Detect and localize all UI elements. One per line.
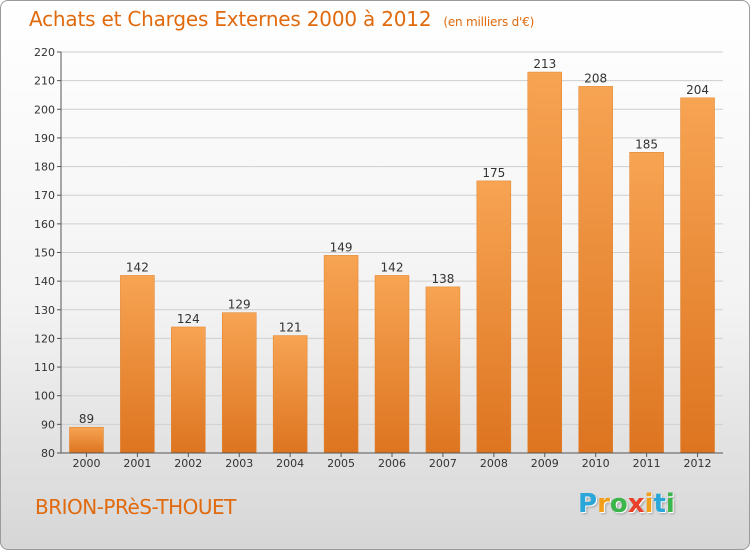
logo-letter: i: [644, 489, 654, 519]
value-label: 213: [533, 57, 556, 71]
y-tick-label: 180: [34, 161, 55, 174]
y-tick-label: 220: [34, 46, 55, 59]
y-tick-label: 190: [34, 132, 55, 145]
x-tick-label: 2002: [174, 457, 202, 470]
x-axis: 2000 2001 2002 2003 2004 2005 2006 2007 2008 2009…: [61, 452, 723, 470]
bar: [120, 275, 155, 454]
x-tick-label: 2009: [531, 457, 559, 470]
y-tick-label: 170: [34, 189, 55, 202]
logo-letter: o: [609, 489, 628, 519]
y-tick-label: 140: [34, 275, 55, 288]
value-labels: 89 142 124 129 121 149 142 138 175 213 208 185 204: [79, 57, 709, 426]
y-tick-label: 200: [34, 103, 55, 116]
y-tick-label: 90: [41, 418, 55, 431]
value-label: 142: [126, 260, 149, 274]
value-label: 124: [177, 312, 200, 326]
x-tick-label: 2000: [72, 457, 100, 470]
bar: [527, 71, 563, 454]
value-label: 208: [584, 71, 607, 85]
bar: [578, 86, 613, 454]
x-tick-label: 2007: [429, 457, 457, 470]
logo-letter: t: [653, 489, 666, 519]
title-text: Achats et Charges Externes 2000 à 2012: [29, 7, 432, 31]
value-label: 175: [482, 166, 505, 180]
x-tick-label: 2005: [327, 457, 355, 470]
y-tick-label: 130: [34, 304, 55, 317]
x-tick-label: 2001: [123, 457, 151, 470]
x-tick-label: 2006: [378, 457, 406, 470]
chart-title: Achats et Charges Externes 2000 à 2012 (e…: [29, 7, 534, 31]
x-tick-label: 2008: [480, 457, 508, 470]
y-tick-label: 160: [34, 218, 55, 231]
x-tick-label: 2004: [276, 457, 304, 470]
y-tick-label: 150: [34, 247, 55, 260]
chart-subtitle: (en milliers d'€): [443, 15, 535, 29]
bar: [171, 326, 206, 454]
y-tick-label: 210: [34, 75, 55, 88]
value-label: 138: [431, 272, 454, 286]
logo-letter: i: [665, 489, 675, 519]
location-name: BRION-PRèS-THOUET: [35, 495, 236, 519]
x-tick-label: 2011: [633, 457, 661, 470]
value-label: 185: [635, 137, 658, 151]
bar: [425, 286, 461, 454]
value-label: 204: [686, 83, 709, 97]
proxiti-logo: Proxiti: [578, 489, 675, 519]
value-label: 121: [279, 321, 302, 335]
logo-letter: P: [578, 489, 598, 519]
bar: [69, 426, 104, 454]
x-tick-label: 2012: [684, 457, 712, 470]
value-label: 142: [381, 260, 404, 274]
bar: [374, 275, 410, 454]
value-label: 89: [79, 412, 94, 426]
bar: [221, 312, 257, 454]
y-axis: 80 90 100 110 120 130 140 150 160 170 180 190 200 210…: [34, 46, 62, 460]
logo-letter: r: [597, 489, 610, 519]
bar: [272, 335, 308, 454]
y-tick-label: 100: [34, 390, 55, 403]
bars: [69, 71, 715, 454]
value-label: 149: [330, 240, 353, 254]
bar: [680, 97, 715, 454]
y-tick-label: 110: [34, 361, 55, 374]
bar: [476, 180, 512, 454]
bar: [629, 152, 664, 454]
logo-letter: x: [627, 489, 645, 519]
x-tick-label: 2003: [225, 457, 253, 470]
x-tick-label: 2010: [582, 457, 610, 470]
value-label: 129: [228, 298, 251, 312]
y-tick-label: 120: [34, 332, 55, 345]
bar: [323, 255, 359, 454]
y-tick-label: 80: [41, 447, 55, 460]
